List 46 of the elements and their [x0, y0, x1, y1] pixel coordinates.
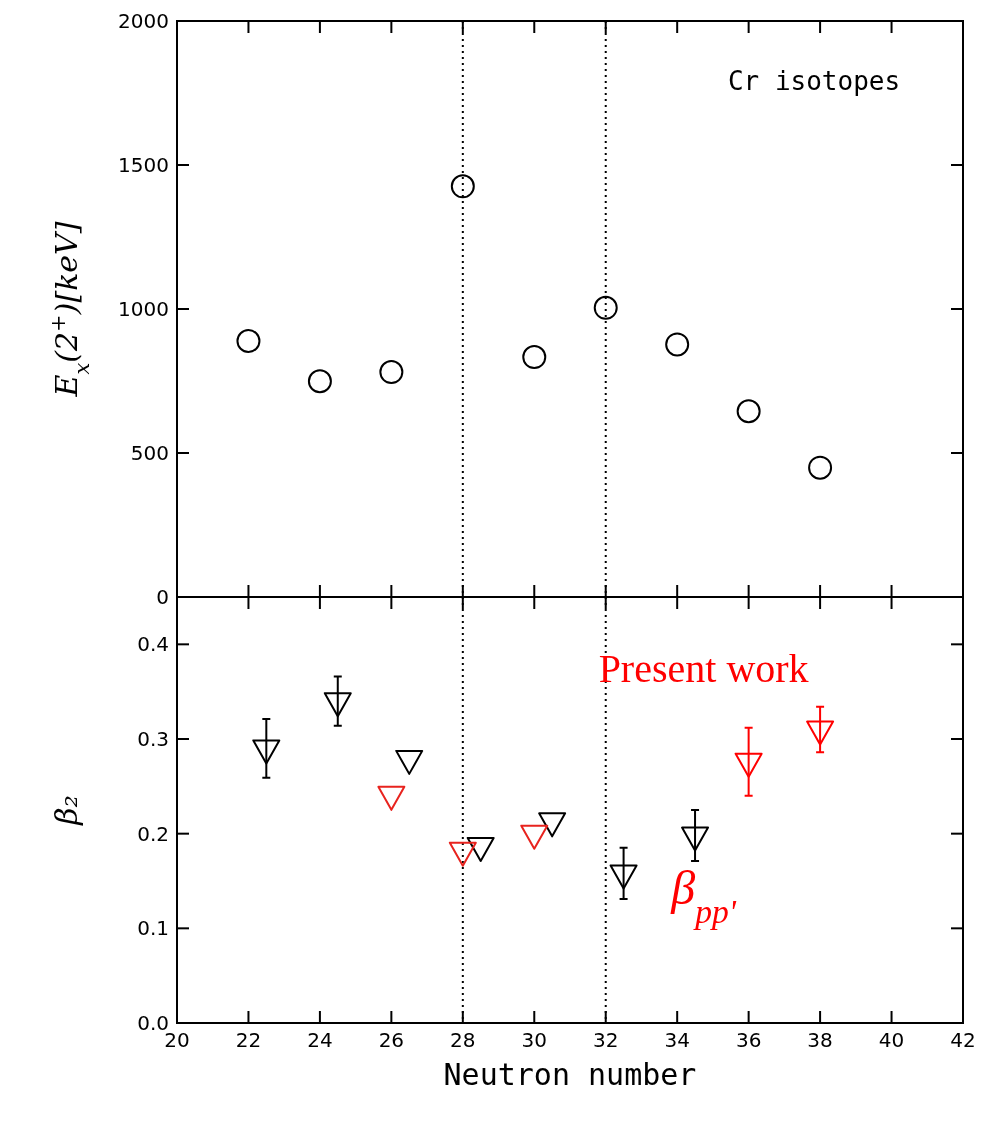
point — [522, 345, 547, 370]
point — [520, 824, 549, 850]
point — [538, 812, 567, 838]
point — [665, 332, 690, 357]
x-tick-label: 24 — [307, 1028, 333, 1052]
y-tick-label: 1500 — [118, 153, 169, 177]
point — [609, 864, 638, 890]
y-tick-label: 500 — [130, 441, 169, 465]
point — [379, 360, 404, 385]
x-tick-label: 30 — [521, 1028, 547, 1052]
point — [307, 369, 332, 394]
x-tick-label: 36 — [735, 1028, 762, 1052]
point — [450, 174, 475, 199]
point — [808, 455, 833, 480]
point — [681, 826, 710, 852]
y-tick-label: 0 — [156, 585, 169, 609]
x-tick-label: 38 — [807, 1028, 833, 1052]
y-tick-label: 0.4 — [137, 632, 169, 657]
point — [448, 841, 477, 867]
point — [734, 752, 763, 778]
point — [395, 749, 424, 775]
x-axis-title: Neutron number — [443, 1057, 697, 1092]
annotation: β$_{pp'}$ — [670, 860, 737, 930]
point — [466, 836, 495, 862]
x-tick-label: 22 — [235, 1028, 262, 1052]
y-axis-title: β₂ — [49, 795, 84, 826]
y-tick-label: 0.2 — [137, 821, 169, 846]
point — [736, 399, 761, 424]
y-tick-label: 0.1 — [137, 916, 169, 941]
x-tick-label: 28 — [450, 1028, 476, 1052]
point — [593, 295, 618, 320]
annotation: Cr isotopes — [727, 66, 901, 97]
x-tick-label: 26 — [378, 1028, 405, 1052]
y-tick-label: 0.3 — [137, 727, 169, 751]
point — [252, 739, 281, 765]
x-tick-label: 32 — [593, 1028, 619, 1052]
point — [236, 328, 261, 353]
x-tick-label: 34 — [664, 1028, 690, 1052]
y-tick-label: 2000 — [118, 9, 169, 33]
annotation: Present work — [598, 646, 809, 692]
point — [323, 692, 352, 718]
point — [806, 720, 835, 746]
x-tick-label: 42 — [950, 1028, 976, 1052]
x-tick-label: 40 — [878, 1028, 905, 1052]
y-tick-label: 1000 — [118, 297, 169, 321]
point — [377, 785, 406, 811]
